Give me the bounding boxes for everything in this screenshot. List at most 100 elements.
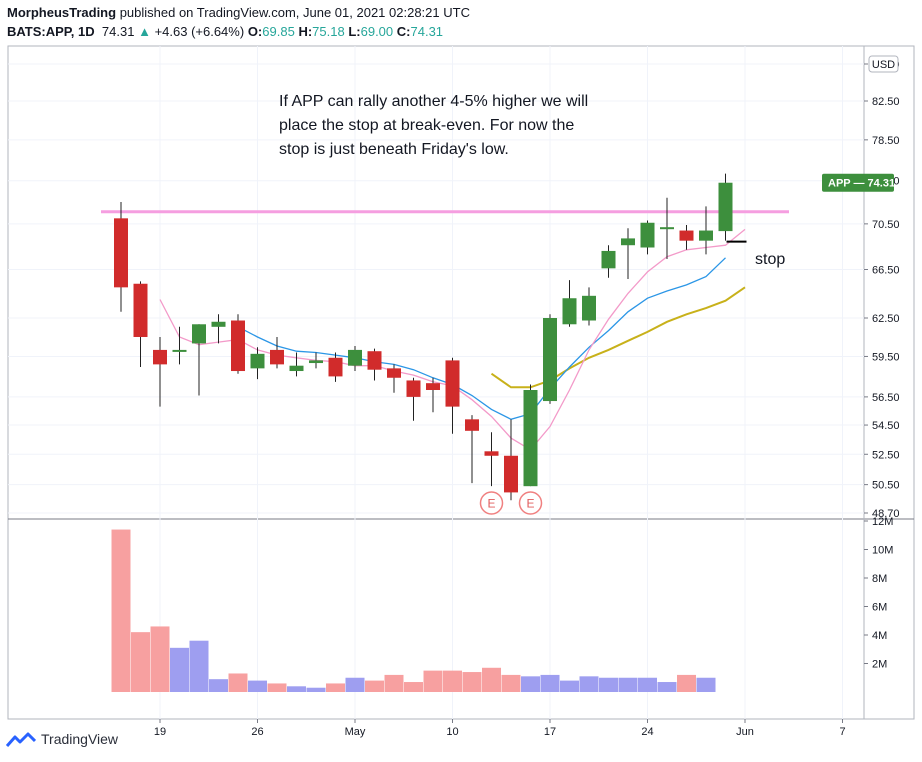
earnings-marker-label: E: [487, 497, 495, 511]
candle: [543, 314, 557, 404]
volume-bar: [443, 670, 462, 692]
candle: [640, 220, 655, 255]
candle-body: [562, 298, 577, 325]
volume-bar: [560, 680, 579, 692]
ma-slow-line: [490, 286, 746, 389]
volume-tick-label: 12M: [872, 516, 893, 528]
volume-bar: [404, 682, 423, 692]
candle: [621, 228, 635, 279]
candle: [328, 352, 343, 382]
candle-body: [543, 318, 557, 402]
candle: [133, 281, 148, 368]
symbol-legend: BATS:APP, 1D 74.31 ▲ +4.63 (+6.64%) O:69…: [7, 24, 443, 39]
candle-body: [621, 238, 635, 246]
candle: [387, 364, 401, 393]
publish-text: published on TradingView.com, June 01, 2…: [119, 5, 470, 20]
open-label: O:: [247, 24, 263, 39]
volume-bar: [365, 680, 384, 692]
x-tick-label: 17: [544, 726, 556, 738]
candle: [699, 206, 713, 255]
low-value: 69.00: [360, 24, 394, 39]
candle-body: [465, 419, 479, 431]
candle: [582, 287, 596, 326]
currency-label: USD: [872, 59, 895, 71]
volume-bar: [501, 674, 521, 692]
ma-mid-line: [237, 257, 726, 420]
volume-bar: [131, 632, 150, 692]
tradingview-logo-icon: [6, 732, 36, 747]
volume-bar: [618, 677, 638, 692]
candle-body: [660, 227, 674, 230]
volume-bar: [677, 674, 696, 692]
price-tick-label: 50.50: [872, 480, 900, 492]
last-price-tag: [822, 173, 894, 192]
candle-body: [348, 349, 362, 366]
price-tick-label: 78.50: [872, 135, 900, 147]
volume-bar: [248, 680, 267, 692]
candle-body: [640, 222, 655, 248]
candle-body: [504, 455, 518, 493]
candle: [114, 201, 128, 312]
annotation-text-line: stop is just beneath Friday's low.: [279, 141, 509, 158]
high-label: H:: [298, 24, 313, 39]
up-triangle-icon: ▲: [138, 24, 151, 39]
volume-bar: [657, 682, 677, 692]
price-tick-label: 70.50: [872, 219, 900, 231]
candle: [211, 314, 226, 344]
earnings-marker-label: E: [526, 497, 534, 511]
candle-body: [679, 230, 694, 241]
candle: [718, 173, 733, 241]
price-tick-label: 52.50: [872, 449, 900, 461]
volume-bar: [521, 676, 540, 692]
low-label: L:: [348, 24, 361, 39]
volume-bar: [482, 667, 501, 692]
open-value: 69.85: [262, 24, 295, 39]
candle-body: [718, 182, 733, 232]
candle: [406, 377, 421, 421]
candle: [523, 384, 538, 487]
candle-body: [445, 360, 460, 407]
volume-tick-label: 4M: [872, 630, 887, 642]
volume-bar: [306, 687, 326, 692]
last-price-tag-text: APP — 74.31: [828, 178, 895, 190]
candle: [231, 314, 245, 374]
price-tick-label: 48.70: [872, 508, 900, 520]
volume-bar: [111, 529, 131, 692]
candle: [562, 280, 577, 327]
tradingview-brand: TradingView: [41, 731, 119, 747]
high-value: 75.18: [312, 24, 345, 39]
x-tick-label: 26: [251, 726, 263, 738]
publish-info: MorpheusTrading published on TradingView…: [7, 5, 470, 20]
candle-body: [211, 321, 226, 327]
candle-body: [250, 353, 265, 369]
x-tick-label: 7: [839, 726, 845, 738]
earnings-marker-icon: [518, 491, 543, 515]
candle-body: [406, 380, 421, 397]
volume-bar: [638, 677, 657, 692]
candle: [660, 197, 674, 260]
close-label: C:: [396, 24, 411, 39]
stop-label: stop: [755, 251, 785, 268]
candle: [348, 346, 362, 372]
symbol-name[interactable]: BATS:APP, 1D: [7, 24, 95, 39]
candle-body: [270, 349, 284, 365]
volume-tick-label: 8M: [872, 573, 887, 585]
candle: [289, 352, 304, 377]
volume-bar: [287, 686, 306, 692]
tradingview-footer[interactable]: TradingView: [6, 731, 118, 747]
currency-badge: [868, 55, 899, 73]
volume-bar: [209, 679, 228, 692]
author-name[interactable]: MorpheusTrading: [7, 5, 117, 20]
candle: [270, 336, 284, 369]
candle: [484, 432, 499, 487]
volume-bar: [189, 640, 209, 692]
candle: [465, 415, 479, 484]
volume-bar: [423, 670, 443, 692]
close-value: 74.31: [410, 24, 444, 39]
price-tick-label: 62.50: [872, 313, 900, 325]
last-price: 74.31: [101, 24, 135, 39]
earnings-marker-icon: [479, 491, 504, 515]
x-tick-label: 24: [641, 726, 653, 738]
candle: [309, 352, 323, 369]
